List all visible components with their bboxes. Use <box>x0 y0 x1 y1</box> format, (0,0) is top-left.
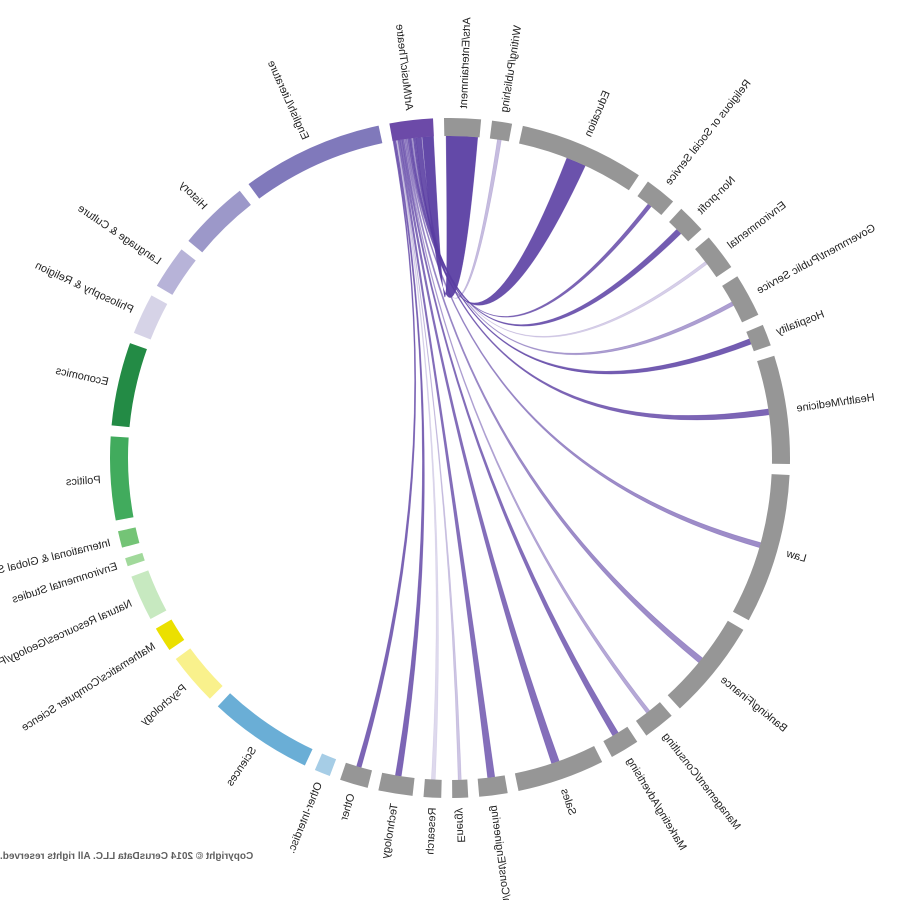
segment-label-management-consulting: Management/Consulting <box>660 731 743 832</box>
chord-link-management-consulting <box>403 138 651 714</box>
segment-label-religious-or-social-service: Religious or Social Service <box>663 78 754 188</box>
segment-label-english-literature: English/Literature <box>265 59 311 142</box>
segment-arc-history <box>188 190 251 253</box>
segment-label-marketing-advertising: Marketing/Advertising <box>624 756 689 853</box>
segment-arc-hospitality <box>746 324 771 352</box>
segment-label-mathematics-computer-science: Mathematics/Computer Science <box>19 641 157 734</box>
segment-arc-politics <box>109 436 134 521</box>
segment-arc-economics <box>111 343 147 428</box>
segment-arc-energy <box>452 779 469 798</box>
segment-arc-mathematics-computer-science <box>155 619 185 651</box>
segment-label-psychology: Psychology <box>138 682 189 728</box>
segment-arc-environmental <box>695 237 732 278</box>
segment-label-sales: Sales <box>558 787 579 817</box>
segment-arc-law <box>732 474 790 621</box>
segment-label-technology: Technology <box>380 803 401 860</box>
segment-arc-management-consulting <box>635 702 672 736</box>
segment-label-energy: Energy <box>454 807 467 843</box>
copyright-notice: Copyright © 2014 CerusData LLC. All righ… <box>0 851 254 862</box>
segment-label-arch-const-engineering: Arch/Const/Engineering <box>488 804 515 900</box>
segment-arc-environmental-studies <box>125 552 145 567</box>
segment-label-writing-publishing: Writing/Publishing <box>499 25 524 114</box>
segment-label-other: Other <box>338 792 357 822</box>
segment-label-sciences: Sciences <box>224 745 259 789</box>
segment-arc-writing-publishing <box>489 120 513 142</box>
chord-link-sales <box>399 139 560 764</box>
segment-label-government-public-service: Government/Public Service <box>755 222 878 296</box>
segment-arc-technology <box>378 772 415 796</box>
segment-arc-research <box>423 779 442 798</box>
segment-label-art-music-theatre: Art/Music/Theatre <box>393 23 415 111</box>
segment-label-banking-finance: Banking/Finance <box>718 674 789 735</box>
segment-label-history: History <box>177 179 210 212</box>
segment-label-environmental: Environmental <box>725 199 788 251</box>
segment-label-education: Education <box>583 89 613 139</box>
segment-arc-non-profit <box>669 208 702 242</box>
segment-arc-banking-finance <box>667 620 744 709</box>
chord-links <box>356 135 770 781</box>
segment-arc-religious-or-social-service <box>637 181 674 216</box>
segment-arc-other-interdisc <box>314 753 337 777</box>
segment-arc-education <box>519 125 639 191</box>
segment-arc-sciences <box>217 693 313 766</box>
segment-arc-government-public-service <box>722 276 759 323</box>
segment-arc-english-literature <box>248 125 383 199</box>
segment-arc-natural-resources-geology-forestry <box>131 570 167 619</box>
segment-label-economics: Economics <box>54 365 110 389</box>
segment-arc-international-global-studies <box>117 527 140 548</box>
segment-label-research: Research <box>424 807 438 855</box>
segment-arc-sales <box>514 745 603 792</box>
segment-arc-psychology <box>175 648 223 699</box>
segment-label-language-culture: Language & Culture <box>75 203 163 268</box>
segment-arc-arch-const-engineering <box>477 775 508 797</box>
segment-label-philosophy-religion: Philosophy & Religion <box>33 260 135 316</box>
segment-arc-philosophy-religion <box>133 295 168 340</box>
segment-label-other-interdisc: Other-Interdisc. <box>285 780 325 855</box>
chord-link-energy <box>396 139 462 781</box>
segment-label-non-profit: Non-profit <box>695 174 738 217</box>
segment-label-politics: Politics <box>65 474 101 488</box>
segment-arc-other <box>340 762 373 788</box>
segment-arc-marketing-advertising <box>603 726 638 757</box>
chord-link-other <box>356 140 417 768</box>
segment-label-arts-entertainment: Arts/Entertainment <box>458 17 473 108</box>
segment-arc-arts-entertainment <box>443 118 482 138</box>
segment-label-health-medicine: Health/Medicine <box>796 392 876 415</box>
chord-segments <box>109 118 790 798</box>
segment-arc-language-culture <box>156 249 196 295</box>
segment-arc-art-music-theatre <box>389 118 434 142</box>
segment-arc-health-medicine <box>757 355 790 465</box>
segment-label-hospitality: Hospitality <box>774 308 826 338</box>
segment-label-law: Law <box>785 548 808 565</box>
